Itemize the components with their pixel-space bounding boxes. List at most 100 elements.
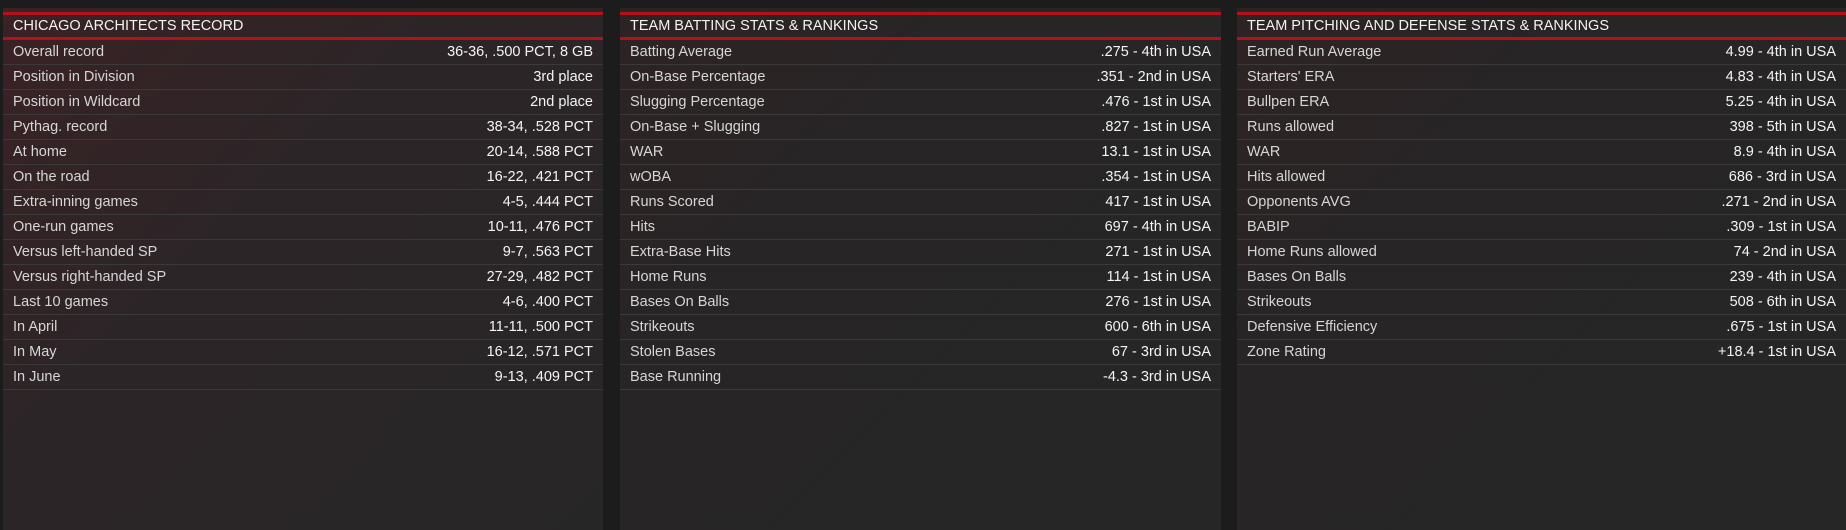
stat-row: Position in Division 3rd place (3, 65, 603, 90)
stat-value: 13.1 - 1st in USA (1101, 144, 1211, 160)
stat-label: Hits allowed (1247, 169, 1326, 185)
stat-value: 398 - 5th in USA (1729, 119, 1836, 135)
stat-value: 686 - 3rd in USA (1728, 169, 1836, 185)
stat-value: 3rd place (533, 69, 593, 85)
stat-row: Earned Run Average 4.99 - 4th in USA (1237, 40, 1846, 65)
stat-value: 27-29, .482 PCT (486, 269, 593, 285)
stat-value: .476 - 1st in USA (1101, 94, 1211, 110)
stat-value: -4.3 - 3rd in USA (1103, 369, 1211, 385)
stat-label: Versus left-handed SP (13, 244, 158, 260)
stat-label: Slugging Percentage (630, 94, 765, 110)
stat-row: Overall record 36-36, .500 PCT, 8 GB (3, 40, 603, 65)
stat-label: Strikeouts (1247, 294, 1312, 310)
stat-row: At home 20-14, .588 PCT (3, 140, 603, 165)
stat-label: wOBA (630, 169, 672, 185)
stat-label: WAR (630, 144, 664, 160)
stat-label: Last 10 games (13, 294, 109, 310)
stat-label: BABIP (1247, 219, 1290, 235)
stat-row: Hits allowed 686 - 3rd in USA (1237, 165, 1846, 190)
stat-row: In May 16-12, .571 PCT (3, 340, 603, 365)
stat-value: 16-22, .421 PCT (486, 169, 593, 185)
stat-row: WAR 8.9 - 4th in USA (1237, 140, 1846, 165)
stat-label: Overall record (13, 44, 105, 60)
stat-row: Bases On Balls 276 - 1st in USA (620, 290, 1221, 315)
stat-row: Hits 697 - 4th in USA (620, 215, 1221, 240)
stat-value: 20-14, .588 PCT (486, 144, 593, 160)
stat-row: On-Base + Slugging .827 - 1st in USA (620, 115, 1221, 140)
stat-value: .827 - 1st in USA (1101, 119, 1211, 135)
stat-row: Base Running -4.3 - 3rd in USA (620, 365, 1221, 390)
stat-row: Pythag. record 38-34, .528 PCT (3, 115, 603, 140)
stat-label: Earned Run Average (1247, 44, 1382, 60)
stat-value: 4-6, .400 PCT (502, 294, 593, 310)
stat-row: Position in Wildcard 2nd place (3, 90, 603, 115)
stat-label: On-Base Percentage (630, 69, 766, 85)
stat-label: Extra-Base Hits (630, 244, 731, 260)
stat-row: Runs allowed 398 - 5th in USA (1237, 115, 1846, 140)
stat-label: On the road (13, 169, 90, 185)
stat-label: Bases On Balls (630, 294, 730, 310)
stat-label: Extra-inning games (13, 194, 138, 210)
stat-value: 11-11, .500 PCT (488, 319, 593, 335)
stat-row: Bullpen ERA 5.25 - 4th in USA (1237, 90, 1846, 115)
stat-value: 508 - 6th in USA (1729, 294, 1836, 310)
stat-value: .271 - 2nd in USA (1721, 194, 1836, 210)
stat-value: 9-7, .563 PCT (502, 244, 593, 260)
stat-label: Versus right-handed SP (13, 269, 167, 285)
stat-value: 600 - 6th in USA (1104, 319, 1211, 335)
team-record-panel: CHICAGO ARCHITECTS RECORD Overall record 3… (3, 8, 603, 530)
stat-value: .351 - 2nd in USA (1096, 69, 1211, 85)
stat-label: In May (13, 344, 57, 360)
stat-row: Runs Scored 417 - 1st in USA (620, 190, 1221, 215)
stat-label: Hits (630, 219, 655, 235)
stat-row: In June 9-13, .409 PCT (3, 365, 603, 390)
stat-row: BABIP .309 - 1st in USA (1237, 215, 1846, 240)
stat-label: Zone Rating (1247, 344, 1326, 360)
stat-row: Versus left-handed SP 9-7, .563 PCT (3, 240, 603, 265)
stat-label: Position in Division (13, 69, 135, 85)
stat-row: Strikeouts 600 - 6th in USA (620, 315, 1221, 340)
stat-row: Opponents AVG .271 - 2nd in USA (1237, 190, 1846, 215)
stat-label: Stolen Bases (630, 344, 716, 360)
stat-row: Versus right-handed SP 27-29, .482 PCT (3, 265, 603, 290)
stat-row: Last 10 games 4-6, .400 PCT (3, 290, 603, 315)
stat-label: Runs allowed (1247, 119, 1335, 135)
stat-value: 9-13, .409 PCT (494, 369, 593, 385)
stat-row: Zone Rating +18.4 - 1st in USA (1237, 340, 1846, 365)
stat-value: 74 - 2nd in USA (1733, 244, 1836, 260)
stat-value: 2nd place (530, 94, 593, 110)
stat-value: .275 - 4th in USA (1100, 44, 1211, 60)
stat-value: 38-34, .528 PCT (486, 119, 593, 135)
stat-row: Batting Average .275 - 4th in USA (620, 40, 1221, 65)
panel-title: TEAM PITCHING AND DEFENSE STATS & RANKIN… (1237, 12, 1846, 40)
stat-row: Strikeouts 508 - 6th in USA (1237, 290, 1846, 315)
stat-row: wOBA .354 - 1st in USA (620, 165, 1221, 190)
stat-value: 271 - 1st in USA (1105, 244, 1211, 260)
stat-row: Stolen Bases 67 - 3rd in USA (620, 340, 1221, 365)
pitching-defense-stats-panel: TEAM PITCHING AND DEFENSE STATS & RANKIN… (1237, 8, 1846, 530)
stat-label: At home (13, 144, 67, 160)
stat-label: Opponents AVG (1247, 194, 1351, 210)
stat-label: Bases On Balls (1247, 269, 1347, 285)
stat-value: 8.9 - 4th in USA (1733, 144, 1836, 160)
stat-value: 67 - 3rd in USA (1111, 344, 1211, 360)
stat-value: 36-36, .500 PCT, 8 GB (447, 44, 593, 60)
stat-label: Starters' ERA (1247, 69, 1335, 85)
stat-label: In April (13, 319, 58, 335)
stat-label: Strikeouts (630, 319, 695, 335)
stat-label: Home Runs (630, 269, 707, 285)
stat-row: WAR 13.1 - 1st in USA (620, 140, 1221, 165)
stat-row: Home Runs 114 - 1st in USA (620, 265, 1221, 290)
stat-value: .309 - 1st in USA (1726, 219, 1836, 235)
stat-value: 16-12, .571 PCT (486, 344, 593, 360)
stat-row: On the road 16-22, .421 PCT (3, 165, 603, 190)
stat-value: 276 - 1st in USA (1105, 294, 1211, 310)
stat-value: 697 - 4th in USA (1104, 219, 1211, 235)
stat-row: Bases On Balls 239 - 4th in USA (1237, 265, 1846, 290)
stat-value: 114 - 1st in USA (1106, 269, 1211, 285)
stat-value: 4-5, .444 PCT (502, 194, 593, 210)
stat-row: Extra-inning games 4-5, .444 PCT (3, 190, 603, 215)
stat-label: On-Base + Slugging (630, 119, 761, 135)
stat-row: Defensive Efficiency .675 - 1st in USA (1237, 315, 1846, 340)
stat-label: Position in Wildcard (13, 94, 141, 110)
